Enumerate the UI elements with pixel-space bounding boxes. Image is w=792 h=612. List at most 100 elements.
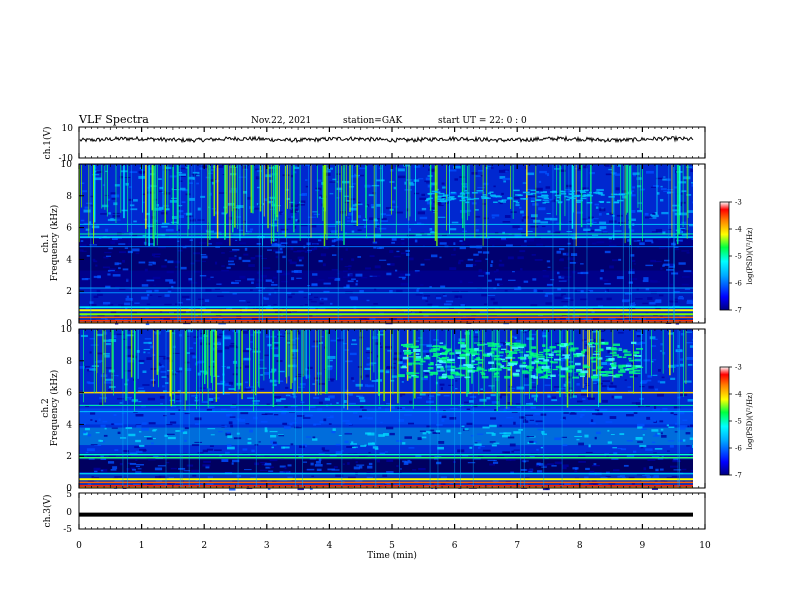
- psd-emission: [476, 350, 483, 352]
- psd-speckle: [137, 468, 142, 470]
- psd-speckle: [581, 409, 586, 411]
- psd-speckle: [260, 274, 268, 278]
- psd-speckle: [650, 186, 656, 188]
- psd-speckle: [115, 285, 120, 288]
- psd-speckle: [668, 191, 674, 194]
- psd-speckle: [288, 218, 291, 220]
- psd-emission: [482, 194, 487, 196]
- psd-speckle: [231, 282, 239, 285]
- psd-speckle: [631, 218, 636, 221]
- psd-speckle: [478, 275, 484, 277]
- psd-speckle: [282, 422, 288, 425]
- psd-speckle: [157, 465, 166, 467]
- psd-speckle: [110, 271, 118, 273]
- psd-speckle: [287, 464, 292, 467]
- psd-speckle: [517, 286, 521, 289]
- psd-speckle: [292, 310, 298, 312]
- psd-speckle: [682, 419, 688, 421]
- psd-speckle: [344, 433, 353, 435]
- psd-speckle: [632, 370, 636, 373]
- psd-speckle: [520, 231, 526, 235]
- psd-speckle: [203, 311, 211, 315]
- psd-emission: [495, 372, 499, 375]
- psd-speckle: [177, 317, 180, 320]
- psd-speckle: [378, 330, 384, 333]
- psd-speckle: [673, 458, 679, 462]
- psd-speckle: [303, 461, 308, 463]
- psd-speckle: [477, 455, 484, 458]
- psd-speckle: [208, 406, 215, 408]
- psd-speckle: [426, 182, 434, 184]
- psd-emission: [487, 352, 493, 356]
- psd-speckle: [313, 423, 321, 425]
- psd-speckle: [89, 338, 96, 340]
- psd-speckle: [393, 255, 401, 258]
- psd-speckle: [563, 383, 567, 387]
- psd-speckle: [390, 406, 395, 409]
- psd-speckle: [349, 402, 356, 405]
- psd-speckle: [85, 228, 90, 231]
- psd-speckle: [189, 219, 196, 222]
- psd-emission: [560, 367, 569, 371]
- psd-speckle: [418, 344, 427, 346]
- psd-speckle: [628, 476, 635, 480]
- psd-speckle: [171, 197, 179, 200]
- psd-emission: [618, 349, 623, 351]
- psd-speckle: [346, 199, 350, 203]
- psd-speckle: [284, 332, 292, 335]
- psd-speckle: [460, 291, 468, 293]
- psd-speckle: [493, 270, 497, 273]
- psd-speckle: [360, 277, 368, 279]
- psd-speckle: [152, 261, 156, 265]
- psd-speckle: [672, 209, 680, 212]
- psd-speckle: [523, 358, 526, 362]
- psd-speckle: [251, 449, 255, 453]
- psd-emission: [481, 197, 488, 200]
- psd-speckle: [128, 186, 132, 188]
- ch2-ytick-label: 4: [66, 420, 72, 430]
- psd-speckle: [150, 379, 156, 382]
- psd-speckle: [398, 361, 403, 365]
- psd-speckle: [637, 423, 645, 427]
- psd-speckle: [144, 268, 148, 272]
- psd-speckle: [107, 269, 115, 272]
- psd-emission: [537, 353, 543, 356]
- psd-speckle: [335, 451, 343, 454]
- psd-speckle: [585, 451, 593, 454]
- psd-speckle: [167, 436, 176, 440]
- psd-speckle: [358, 336, 364, 339]
- psd-speckle: [459, 210, 468, 213]
- psd-speckle: [225, 451, 230, 454]
- psd-speckle: [246, 196, 252, 200]
- psd-speckle: [289, 201, 295, 203]
- psd-speckle: [335, 443, 341, 446]
- psd-speckle: [610, 434, 615, 436]
- psd-speckle: [114, 237, 123, 239]
- psd-speckle: [376, 459, 380, 463]
- psd-speckle: [321, 447, 325, 451]
- psd-speckle: [198, 452, 204, 454]
- psd-speckle: [273, 414, 279, 416]
- psd-speckle: [657, 238, 666, 241]
- psd-emission: [526, 193, 533, 196]
- psd-emission: [415, 355, 421, 359]
- psd-speckle: [618, 221, 626, 225]
- psd-speckle: [367, 465, 373, 469]
- psd-speckle: [424, 258, 431, 261]
- psd-speckle: [286, 310, 292, 314]
- psd-speckle: [167, 260, 174, 264]
- psd-speckle: [226, 444, 232, 447]
- psd-speckle: [179, 175, 186, 178]
- psd-speckle: [489, 424, 497, 428]
- psd-emission: [429, 349, 437, 353]
- psd-speckle: [470, 435, 474, 437]
- psd-speckle: [545, 186, 551, 189]
- psd-emission: [607, 375, 616, 377]
- psd-speckle: [146, 357, 152, 360]
- psd-speckle: [577, 167, 582, 171]
- psd-speckle: [279, 212, 282, 215]
- psd-emission: [560, 375, 566, 378]
- psd-speckle: [577, 272, 583, 274]
- psd-speckle: [623, 464, 629, 467]
- psd-speckle: [186, 298, 191, 301]
